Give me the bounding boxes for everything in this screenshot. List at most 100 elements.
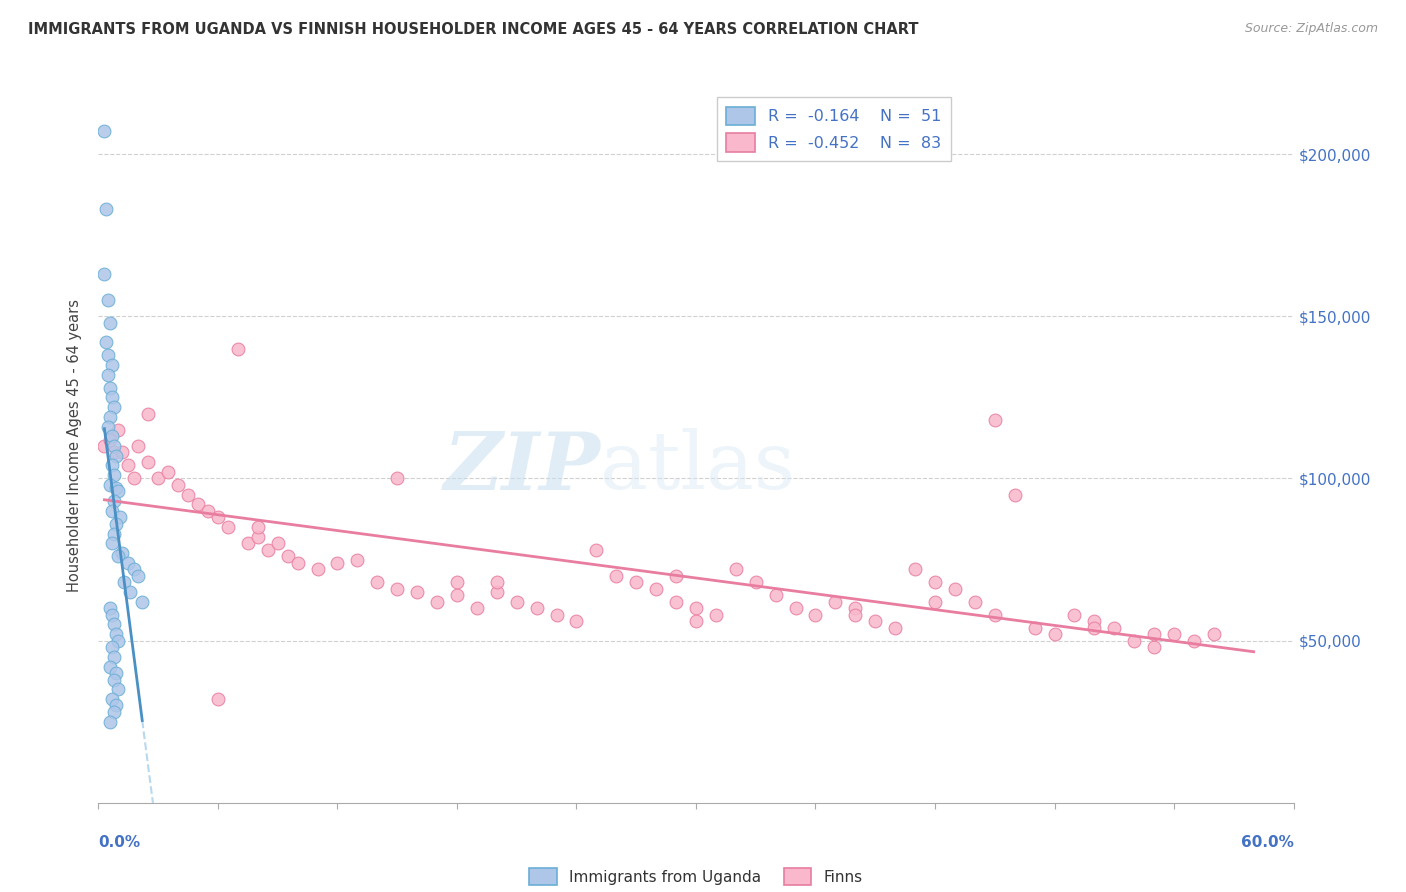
Point bbox=[111, 445, 134, 459]
Point bbox=[745, 575, 768, 590]
Point bbox=[127, 568, 149, 582]
Point bbox=[385, 471, 409, 485]
Point bbox=[385, 582, 409, 596]
Point bbox=[546, 607, 568, 622]
Point bbox=[984, 413, 1007, 427]
Point bbox=[103, 526, 125, 541]
Point bbox=[943, 582, 966, 596]
Point bbox=[103, 439, 125, 453]
Point bbox=[207, 510, 229, 524]
Point bbox=[96, 202, 118, 217]
Point bbox=[105, 481, 128, 495]
Point bbox=[111, 546, 134, 560]
Point bbox=[105, 627, 128, 641]
Point bbox=[1004, 488, 1026, 502]
Point bbox=[167, 478, 190, 492]
Point bbox=[93, 124, 115, 138]
Point bbox=[585, 542, 607, 557]
Legend: Immigrants from Uganda, Finns: Immigrants from Uganda, Finns bbox=[523, 862, 869, 891]
Point bbox=[246, 530, 269, 544]
Point bbox=[197, 504, 219, 518]
Point bbox=[100, 714, 122, 729]
Point bbox=[101, 358, 124, 372]
Point bbox=[626, 575, 648, 590]
Point bbox=[117, 556, 139, 570]
Point bbox=[100, 381, 122, 395]
Point bbox=[107, 549, 129, 564]
Point bbox=[100, 316, 122, 330]
Point bbox=[127, 439, 149, 453]
Point bbox=[103, 468, 125, 483]
Point bbox=[904, 562, 927, 576]
Point bbox=[526, 601, 548, 615]
Point bbox=[105, 698, 128, 713]
Point bbox=[100, 601, 122, 615]
Point bbox=[804, 607, 827, 622]
Point bbox=[97, 293, 120, 307]
Point bbox=[101, 458, 124, 473]
Point bbox=[124, 562, 146, 576]
Point bbox=[605, 568, 627, 582]
Point bbox=[105, 666, 128, 681]
Point bbox=[148, 471, 170, 485]
Point bbox=[724, 562, 747, 576]
Point bbox=[177, 488, 200, 502]
Point bbox=[1043, 627, 1066, 641]
Point bbox=[136, 407, 159, 421]
Point bbox=[103, 494, 125, 508]
Point bbox=[924, 595, 946, 609]
Point bbox=[665, 568, 688, 582]
Point bbox=[97, 368, 120, 382]
Point bbox=[785, 601, 807, 615]
Point bbox=[963, 595, 986, 609]
Point bbox=[326, 556, 349, 570]
Point bbox=[112, 575, 135, 590]
Point bbox=[103, 445, 125, 459]
Point bbox=[103, 705, 125, 719]
Point bbox=[1083, 614, 1105, 628]
Point bbox=[277, 549, 299, 564]
Text: atlas: atlas bbox=[600, 428, 796, 507]
Point bbox=[100, 409, 122, 424]
Point bbox=[103, 673, 125, 687]
Point bbox=[107, 633, 129, 648]
Point bbox=[103, 400, 125, 414]
Point bbox=[101, 429, 124, 443]
Y-axis label: Householder Income Ages 45 - 64 years: Householder Income Ages 45 - 64 years bbox=[67, 300, 83, 592]
Text: ZIP: ZIP bbox=[443, 429, 600, 506]
Point bbox=[97, 419, 120, 434]
Point bbox=[100, 478, 122, 492]
Point bbox=[101, 640, 124, 654]
Point bbox=[101, 390, 124, 404]
Point bbox=[93, 439, 115, 453]
Point bbox=[1102, 621, 1125, 635]
Point bbox=[565, 614, 588, 628]
Point bbox=[226, 342, 249, 356]
Text: 0.0%: 0.0% bbox=[98, 836, 141, 850]
Point bbox=[1182, 633, 1205, 648]
Point bbox=[256, 542, 278, 557]
Point bbox=[101, 536, 124, 550]
Point bbox=[1063, 607, 1085, 622]
Point bbox=[844, 601, 866, 615]
Point bbox=[1143, 640, 1166, 654]
Point bbox=[246, 520, 269, 534]
Point bbox=[406, 585, 429, 599]
Point bbox=[105, 449, 128, 463]
Point bbox=[93, 267, 115, 281]
Point bbox=[765, 588, 787, 602]
Point bbox=[100, 659, 122, 673]
Point bbox=[107, 682, 129, 697]
Point bbox=[105, 516, 128, 531]
Point bbox=[824, 595, 846, 609]
Text: 60.0%: 60.0% bbox=[1240, 836, 1294, 850]
Point bbox=[207, 692, 229, 706]
Point bbox=[120, 585, 142, 599]
Point bbox=[107, 484, 129, 499]
Point bbox=[103, 617, 125, 632]
Point bbox=[465, 601, 488, 615]
Point bbox=[1083, 621, 1105, 635]
Point bbox=[665, 595, 688, 609]
Point bbox=[426, 595, 449, 609]
Point bbox=[884, 621, 907, 635]
